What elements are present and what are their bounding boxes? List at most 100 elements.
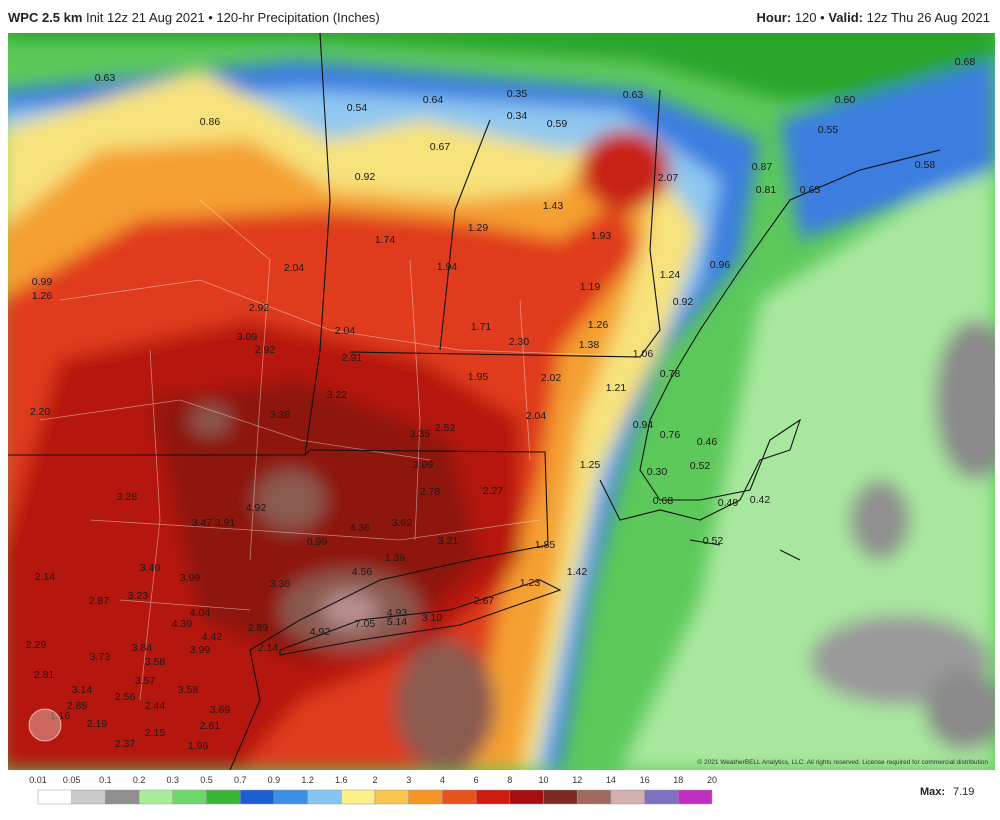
value-label: 2.85	[67, 700, 88, 712]
value-label: 0.30	[647, 466, 668, 478]
value-label: 2.07	[658, 172, 679, 184]
value-label: 3.57	[135, 675, 156, 687]
value-label: 3.84	[132, 642, 153, 654]
value-label: 3.40	[140, 562, 161, 574]
value-label: 3.35	[410, 428, 431, 440]
legend-tick-label: 0.05	[63, 775, 81, 785]
value-label: 3.62	[392, 517, 413, 529]
value-label: 0.34	[507, 110, 528, 122]
value-label: 4.92	[246, 502, 267, 514]
value-label: 4.93	[387, 607, 408, 619]
max-label: Max:	[920, 786, 945, 798]
hour: 120 •	[795, 10, 825, 25]
value-label: 4.04	[190, 607, 211, 619]
value-label: 4.39	[172, 618, 193, 630]
value-label: 3.22	[327, 389, 348, 401]
value-label: 2.27	[483, 485, 504, 497]
value-label: 0.63	[95, 72, 116, 84]
legend-swatch	[509, 789, 544, 805]
value-label: 1.39	[385, 552, 406, 564]
value-label: 3.58	[145, 656, 166, 668]
value-label: 3.99	[180, 572, 201, 584]
value-label: 3.99	[190, 644, 211, 656]
value-label: 3.21	[438, 535, 459, 547]
value-label: 3.47	[192, 517, 213, 529]
value-label: 0.63	[623, 89, 644, 101]
legend-tick-label: 0.9	[268, 775, 281, 785]
legend-tick-label: 20	[707, 775, 717, 785]
legend-swatch	[610, 789, 645, 805]
value-labels: 0.63 0.86 0.99 1.26 0.54 0.64 0.35 0.34 0.67 0.59…	[26, 56, 976, 752]
legend-swatch	[273, 789, 308, 805]
value-label: 5.14	[387, 616, 408, 628]
legend: 0.01 0.05 0.1 0.2 0.3 0.5 0.7 0.9 1.2 1.6 2 3 4 6 8 10 1…	[29, 775, 717, 805]
legend-swatch	[408, 789, 443, 805]
value-label: 2.61	[200, 720, 221, 732]
value-label: 3.14	[72, 684, 93, 696]
legend-swatch	[105, 789, 140, 805]
header-left: WPC 2.5 km Init 12z 21 Aug 2021 • 120-hr…	[8, 10, 380, 25]
value-label: 2.19	[87, 718, 108, 730]
subtitle: Init 12z 21 Aug 2021 • 120-hr Precipitat…	[86, 10, 380, 25]
value-label: 1.38	[579, 339, 600, 351]
value-label: 1.26	[32, 290, 53, 302]
legend-swatch	[644, 789, 679, 805]
legend-swatch	[239, 789, 275, 805]
value-label: 3.73	[90, 651, 111, 663]
value-label: 1.71	[471, 321, 492, 333]
value-label: 2.04	[526, 410, 547, 422]
value-label: 1.94	[437, 261, 458, 273]
value-label: 0.87	[752, 161, 773, 173]
value-label: 0.58	[915, 159, 936, 171]
legend-swatch	[307, 789, 342, 805]
value-label: 2.92	[249, 302, 270, 314]
legend-tick-label: 2	[372, 775, 377, 785]
value-label: 2.44	[145, 700, 166, 712]
value-label: 0.52	[690, 460, 711, 472]
value-label: 2.52	[435, 422, 456, 434]
value-label: 0.42	[750, 494, 771, 506]
value-label: 0.54	[347, 102, 368, 114]
legend-tick-label: 0.01	[29, 775, 47, 785]
legend-tick-label: 16	[640, 775, 650, 785]
value-label: 2.14	[258, 642, 279, 654]
value-label: 1.85	[535, 539, 556, 551]
value-label: 1.06	[633, 348, 654, 360]
value-label: 0.76	[660, 429, 681, 441]
legend-tick-label: 0.2	[133, 775, 146, 785]
value-label: 2.92	[255, 344, 276, 356]
legend-swatch	[206, 789, 241, 805]
value-label: 3.09	[413, 459, 434, 471]
value-label: 1.42	[567, 566, 588, 578]
legend-tick-label: 8	[507, 775, 512, 785]
value-label: 4.92	[310, 626, 331, 638]
value-label: 1.74	[375, 234, 396, 246]
value-label: 2.04	[335, 325, 356, 337]
value-label: 3.10	[422, 612, 443, 624]
header-right: Hour: 120 • Valid: 12z Thu 26 Aug 2021	[757, 10, 990, 25]
legend-swatch	[374, 789, 409, 805]
value-label: 2.67	[474, 595, 495, 607]
value-label: 0.92	[673, 296, 694, 308]
valid: 12z Thu 26 Aug 2021	[867, 10, 990, 25]
value-label: 0.99	[32, 276, 53, 288]
value-label: 0.64	[423, 94, 444, 106]
hour-label: Hour:	[757, 10, 792, 25]
value-label: 1.93	[591, 230, 612, 242]
legend-tick-label: 1.2	[301, 775, 314, 785]
value-label: 2.89	[248, 622, 269, 634]
value-label: 4.56	[352, 566, 373, 578]
value-label: 1.21	[606, 382, 627, 394]
value-label: 1.24	[660, 269, 681, 281]
value-label: 3.09	[237, 331, 258, 343]
value-label: 0.35	[507, 88, 528, 100]
value-label: 0.59	[547, 118, 568, 130]
legend-swatch	[442, 789, 477, 805]
legend-tick-label: 14	[606, 775, 616, 785]
legend-tick-label: 12	[572, 775, 582, 785]
value-label: 0.92	[355, 171, 376, 183]
legend-swatch	[37, 789, 72, 805]
value-label: 2.20	[30, 406, 51, 418]
valid-label: Valid:	[828, 10, 863, 25]
